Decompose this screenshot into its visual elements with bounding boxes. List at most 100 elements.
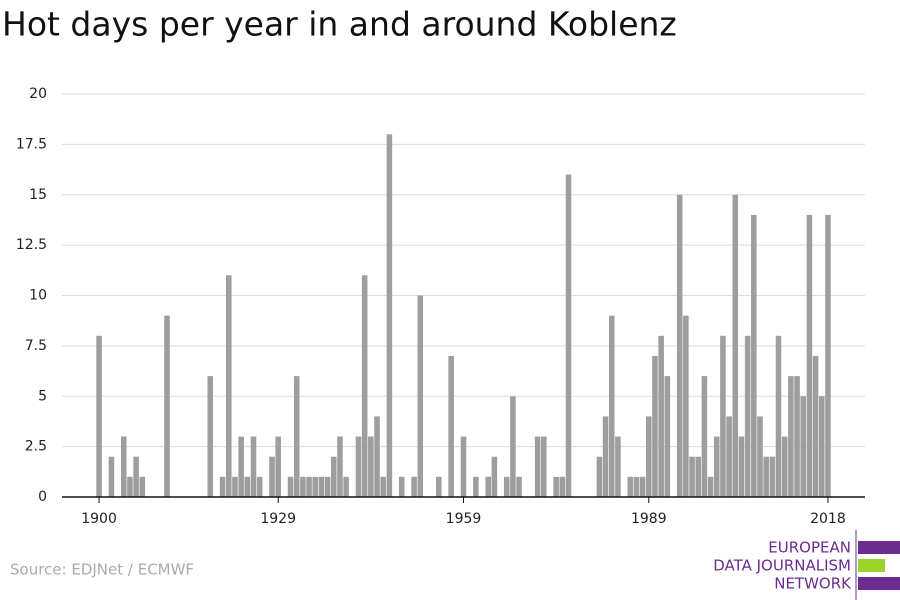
bar xyxy=(275,436,281,497)
bar xyxy=(312,476,319,497)
bar xyxy=(720,335,726,497)
bar xyxy=(794,376,800,497)
bar xyxy=(411,476,417,497)
logo-bar xyxy=(858,577,900,590)
bar xyxy=(256,476,263,497)
y-tick-label: 12.5 xyxy=(16,237,47,253)
bar xyxy=(751,214,757,497)
bar xyxy=(318,476,325,497)
y-tick-label: 0 xyxy=(38,489,47,505)
bar xyxy=(812,355,819,497)
bar xyxy=(608,315,615,497)
bar xyxy=(744,335,751,497)
bar xyxy=(775,335,782,497)
bar xyxy=(713,436,720,497)
logo-text: EUROPEAN xyxy=(768,539,851,557)
bar xyxy=(646,416,652,497)
bar xyxy=(448,355,454,497)
bar xyxy=(133,456,139,497)
bar xyxy=(553,476,559,497)
bar xyxy=(343,476,349,497)
bar xyxy=(108,456,115,497)
y-tick-label: 2.5 xyxy=(25,439,47,455)
y-tick-label: 15 xyxy=(29,187,47,203)
bar xyxy=(207,376,214,497)
bar xyxy=(738,436,745,497)
bar xyxy=(287,476,294,497)
bar xyxy=(726,416,732,497)
logo-bar xyxy=(858,559,885,572)
x-tick-label: 1959 xyxy=(446,511,482,527)
bar xyxy=(386,134,393,498)
bar xyxy=(293,376,300,497)
bar xyxy=(639,476,646,497)
bar xyxy=(361,275,368,497)
bar xyxy=(324,476,331,497)
bar xyxy=(658,335,664,497)
bar xyxy=(473,476,479,497)
bar xyxy=(164,315,170,497)
bar xyxy=(565,174,572,497)
logo-text: NETWORK xyxy=(774,575,852,593)
bar xyxy=(503,476,510,497)
bar xyxy=(633,476,640,497)
y-tick-label: 5 xyxy=(38,388,47,404)
bar xyxy=(652,355,658,497)
source: Source: EDJNet / ECMWF xyxy=(10,561,194,579)
x-tick-label: 1929 xyxy=(260,511,296,527)
bar xyxy=(707,476,714,497)
bar xyxy=(485,476,491,497)
bar xyxy=(306,476,312,497)
bar xyxy=(769,456,776,497)
bar xyxy=(516,476,522,497)
bar xyxy=(683,315,689,497)
bar xyxy=(96,335,102,497)
bar xyxy=(300,476,306,497)
bar xyxy=(139,476,146,497)
bar xyxy=(689,456,695,497)
bar xyxy=(219,476,226,497)
bar xyxy=(627,476,634,497)
bar xyxy=(596,456,603,497)
x-tick-label: 1989 xyxy=(631,511,667,527)
bar xyxy=(337,436,343,497)
bar xyxy=(559,476,566,497)
bar xyxy=(757,416,763,497)
bar xyxy=(436,476,442,497)
bar xyxy=(368,436,374,497)
bar xyxy=(380,476,386,497)
bar xyxy=(534,436,541,497)
bar xyxy=(676,194,683,497)
bar xyxy=(331,456,337,497)
bar xyxy=(781,436,788,497)
bar xyxy=(225,275,232,497)
bar xyxy=(664,376,671,497)
bar xyxy=(417,295,424,497)
bar xyxy=(800,396,807,497)
bar xyxy=(695,456,702,497)
bar xyxy=(818,396,825,497)
bar xyxy=(732,194,739,497)
bar xyxy=(541,436,547,497)
bar xyxy=(460,436,467,497)
x-tick-label: 1900 xyxy=(81,511,117,527)
bar xyxy=(250,436,257,497)
y-tick-label: 7.5 xyxy=(25,338,47,354)
bar xyxy=(120,436,127,497)
bar xyxy=(825,214,831,497)
logo-bar xyxy=(858,541,900,554)
bar xyxy=(238,436,244,497)
y-tick-label: 20 xyxy=(29,86,47,102)
bar xyxy=(127,476,133,497)
bar xyxy=(491,456,498,497)
bar xyxy=(269,456,275,497)
y-tick-label: 10 xyxy=(29,288,47,304)
bar xyxy=(615,436,621,497)
bar xyxy=(232,476,238,497)
bar xyxy=(806,214,813,497)
bar xyxy=(510,396,516,497)
y-tick-label: 17.5 xyxy=(16,136,47,152)
logo-text: DATA JOURNALISM xyxy=(713,557,851,575)
bar xyxy=(788,376,794,497)
